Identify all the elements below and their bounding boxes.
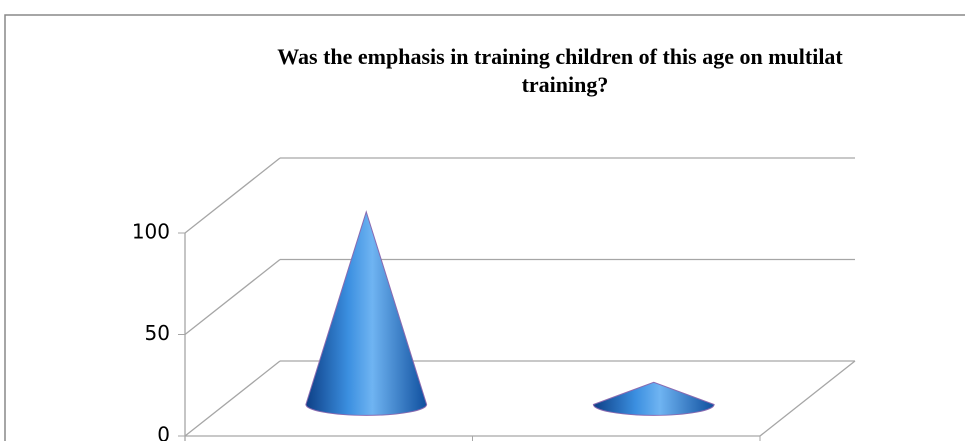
- y-tick-label: 0: [157, 423, 170, 441]
- floor-edge: [759, 360, 856, 437]
- grid-line: [184, 360, 281, 437]
- chart-border: [4, 14, 965, 441]
- chart-title: Was the emphasis in training children of…: [277, 44, 843, 69]
- y-tick-label: 100: [132, 220, 170, 244]
- chart-title: training?: [522, 72, 609, 97]
- cone: [305, 210, 428, 416]
- grid-line: [184, 258, 281, 336]
- cone: [592, 381, 715, 416]
- y-tick-label: 50: [145, 321, 170, 345]
- cone-body: [305, 210, 428, 416]
- cone-body: [592, 381, 715, 416]
- grid-line: [184, 157, 281, 234]
